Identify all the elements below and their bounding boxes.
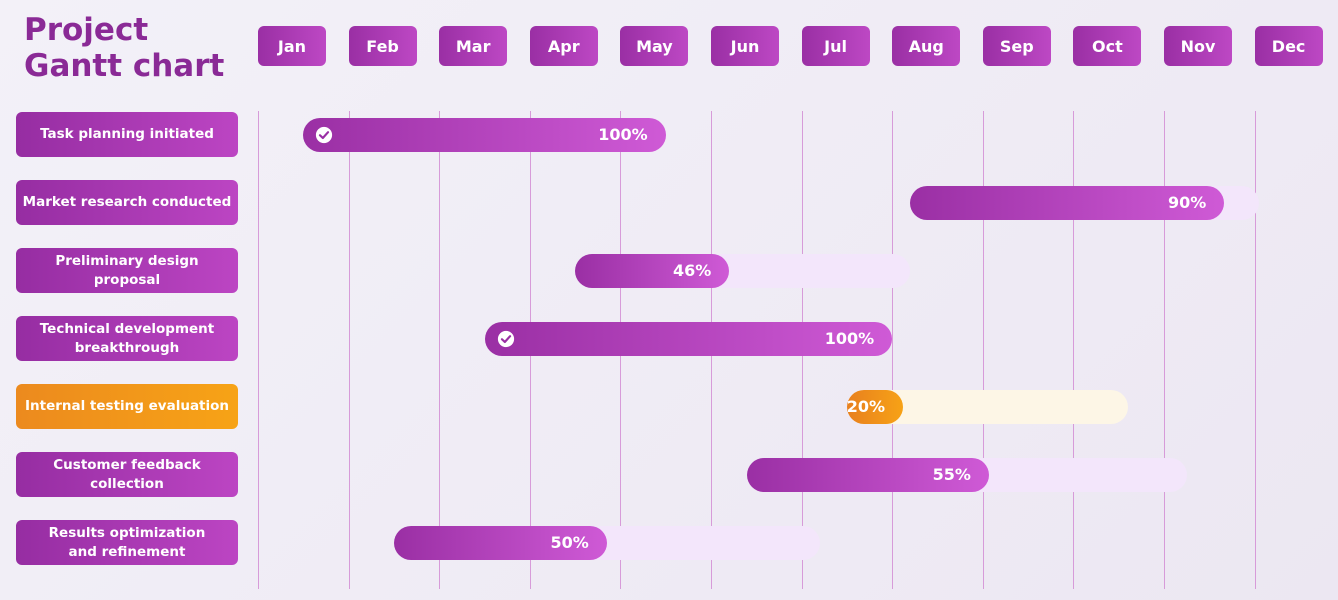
check-circle-icon: [315, 126, 333, 144]
gridline-mar: [439, 111, 441, 589]
month-header-jan: Jan: [258, 26, 326, 66]
task-bar-track: 20%: [847, 390, 1128, 424]
task-bar-track: 50%: [393, 526, 820, 560]
task-bar-progress: [393, 526, 607, 560]
task-bar-progress: [747, 458, 989, 492]
task-bar-track: 100%: [484, 322, 893, 356]
gridline-aug: [892, 111, 894, 589]
month-header-apr: Apr: [529, 26, 598, 66]
month-header-jul: Jul: [801, 26, 870, 66]
month-header-mar: Mar: [439, 26, 508, 66]
month-header-nov: Nov: [1164, 26, 1232, 66]
task-bar-progress: [484, 322, 893, 356]
task-bar-progress: [303, 118, 666, 152]
month-header-oct: Oct: [1073, 26, 1142, 66]
gridline-sep: [982, 111, 984, 589]
month-header-feb: Feb: [348, 26, 417, 66]
task-bar-progress: [846, 390, 904, 424]
month-header-sep: Sep: [982, 26, 1051, 66]
month-header-aug: Aug: [892, 26, 961, 66]
progress-label: 100%: [598, 125, 648, 144]
task-label: Internal testing evaluation: [16, 384, 238, 429]
task-bar-track: 100%: [303, 118, 666, 152]
progress-label: 55%: [932, 465, 971, 484]
gridline-feb: [348, 111, 350, 589]
task-label: Technical development breakthrough: [16, 316, 238, 361]
month-header-may: May: [620, 26, 689, 66]
task-bar-progress: [910, 186, 1225, 220]
task-bar-track: 55%: [747, 458, 1187, 492]
task-label: Market research conducted: [16, 180, 238, 225]
task-label: Customer feedback collection: [16, 452, 238, 497]
progress-label: 90%: [1167, 193, 1207, 212]
gridline-oct: [1073, 111, 1075, 589]
task-bar-progress: [575, 254, 730, 288]
task-label: Results optimization and refinement: [16, 520, 238, 565]
chart-title: Project Gantt chart: [24, 12, 225, 84]
task-label: Preliminary design proposal: [16, 248, 238, 293]
gridline-dec: [1254, 111, 1256, 589]
progress-label: 50%: [550, 533, 589, 552]
progress-label: 46%: [672, 261, 712, 280]
check-circle-icon: [497, 330, 515, 348]
gridline-jan: [258, 111, 259, 589]
month-header-dec: Dec: [1254, 26, 1323, 66]
task-bar-track: 90%: [910, 186, 1260, 220]
month-header-jun: Jun: [711, 26, 779, 66]
progress-label: 100%: [824, 329, 875, 348]
gridline-nov: [1164, 111, 1165, 589]
task-bar-track: 46%: [575, 254, 911, 288]
progress-label: 20%: [846, 397, 886, 416]
task-label: Task planning initiated: [16, 112, 238, 157]
